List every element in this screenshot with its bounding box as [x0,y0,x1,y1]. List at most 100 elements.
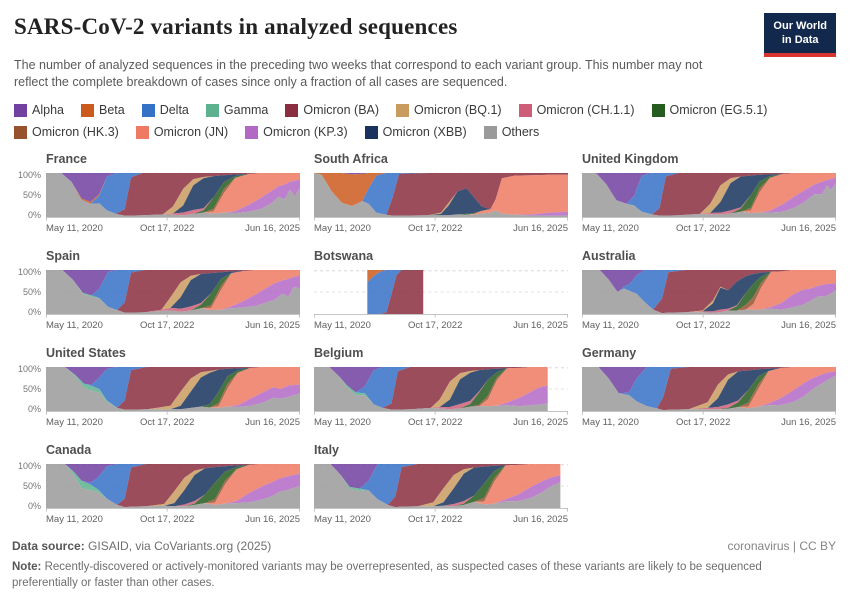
area-omicron-xbb- [314,367,548,410]
x-tick-end: Jun 16, 2025 [781,417,836,429]
facet-title: United States [46,346,126,361]
x-tick-mid: Oct 17, 2022 [675,223,731,235]
footnote-label: Note: [12,561,42,574]
area-omicron-ba- [46,367,300,410]
legend-item: Beta [80,103,125,118]
page-title: SARS-CoV-2 variants in analyzed sequence… [14,14,458,39]
facet-chart-svg [314,270,568,318]
x-axis-labels: May 11, 2020 Oct 17, 2022 Jun 16, 2025 [582,223,836,236]
area-omicron-kp.3- [314,367,548,410]
y-tick-100: 100% [17,461,41,472]
area-others [314,464,561,509]
area-delta [367,270,424,315]
facet-title: Spain [46,249,81,264]
facet-panel: 100% 50% 0% Botswana May 11, 2020 Oct 17… [314,249,568,333]
legend-swatch [518,103,532,117]
area-omicron-ba- [314,367,548,410]
legend-label: Omicron (HK.3) [32,125,119,140]
area-others [314,173,568,218]
data-source-value: GISAID, via CoVariants.org (2025) [88,539,272,554]
legend-label: Beta [98,103,125,118]
x-tick-mid: Oct 17, 2022 [407,320,463,332]
area-alpha [46,367,300,385]
y-axis-labels: 100% 50% 0% [12,443,46,527]
legend-label: Others [501,125,540,140]
facet-panel: 100% 50% 0% United States May 11, 2020 O… [12,346,300,430]
area-omicron-ba- [314,464,561,508]
legend-label: Gamma [223,103,269,118]
x-tick-mid: Oct 17, 2022 [407,223,463,235]
x-tick-mid: Oct 17, 2022 [675,417,731,429]
y-tick-100: 100% [17,170,41,181]
facet-chart-svg [46,367,300,415]
y-axis-labels: 100% 50% 0% [12,249,46,333]
area-delta [46,173,300,215]
area-others [46,270,300,315]
legend-label: Delta [159,103,189,118]
x-tick-start: May 11, 2020 [46,514,103,526]
area-omicron-jn- [46,270,300,313]
area-omicron-ba- [46,173,300,216]
legend-item: Omicron (EG.5.1) [651,103,767,117]
area-others [46,464,300,509]
area-omicron-bq.1- [314,464,561,508]
y-tick-100: 100% [17,267,41,278]
x-tick-start: May 11, 2020 [46,417,103,429]
x-axis-labels: May 11, 2020 Oct 17, 2022 Jun 16, 2025 [314,320,568,333]
area-omicron-ba- [582,173,836,216]
variant-legend: Alpha Beta Delta Gamma Omicron (BA) Omicron (… [14,103,830,139]
area-omicron-ba- [46,270,300,313]
area-omicron-ba- [314,173,568,216]
x-axis-labels: May 11, 2020 Oct 17, 2022 Jun 16, 2025 [314,417,568,430]
facet-panel: 100% 50% 0% United Kingdom May 11, 2020 … [582,152,836,236]
area-delta [582,367,836,409]
logo-line-2: in Data [781,34,819,47]
facet-panel: 100% 50% 0% Spain May 11, 2020 Oct 17, 2… [12,249,300,333]
y-tick-0: 0% [27,501,41,512]
area-alpha [314,367,548,393]
x-tick-start: May 11, 2020 [582,223,639,235]
area-omicron-jn- [46,367,300,410]
x-tick-end: Jun 16, 2025 [513,514,568,526]
facet-chart-svg [582,173,836,221]
area-omicron-bq.1- [46,464,300,508]
area-others [582,270,836,315]
area-alpha [582,173,836,204]
legend-swatch [14,103,27,117]
area-alpha [46,464,300,484]
area-alpha [46,173,300,203]
area-omicron-jn- [314,464,561,508]
facet-chart-svg [582,270,836,318]
legend-label: Omicron (JN) [153,125,229,140]
area-omicron-ba- [582,367,836,411]
data-source: Data source: GISAID, via CoVariants.org … [12,539,271,553]
x-tick-start: May 11, 2020 [314,320,371,332]
area-alpha [582,270,836,293]
logo-line-1: Our World [773,20,827,32]
source-row: Data source: GISAID, via CoVariants.org … [12,539,836,553]
legend-swatch [396,103,410,117]
area-others [46,367,300,412]
area-delta [46,367,300,409]
area-omicron-bq.1- [46,270,300,313]
legend-swatch [80,103,94,117]
facet-chart-svg [314,173,568,221]
footnote-text: Recently-discovered or actively-monitore… [12,561,762,590]
x-tick-end: Jun 16, 2025 [781,320,836,332]
area-omicron-bq.1- [582,173,836,216]
x-tick-mid: Oct 17, 2022 [139,320,195,332]
area-alpha [314,464,561,489]
x-tick-start: May 11, 2020 [46,223,103,235]
area-delta [314,173,568,215]
facet-title: Germany [582,346,637,361]
legend-swatch [285,103,299,117]
x-axis-labels: May 11, 2020 Oct 17, 2022 Jun 16, 2025 [314,514,568,527]
legend-label: Omicron (CH.1.1) [536,103,635,118]
legend-swatch [14,125,27,139]
x-axis-labels: May 11, 2020 Oct 17, 2022 Jun 16, 2025 [582,417,836,430]
facet-title: Italy [314,443,340,458]
x-tick-end: Jun 16, 2025 [513,320,568,332]
area-alpha [582,367,836,394]
area-omicron-jn- [314,367,548,410]
